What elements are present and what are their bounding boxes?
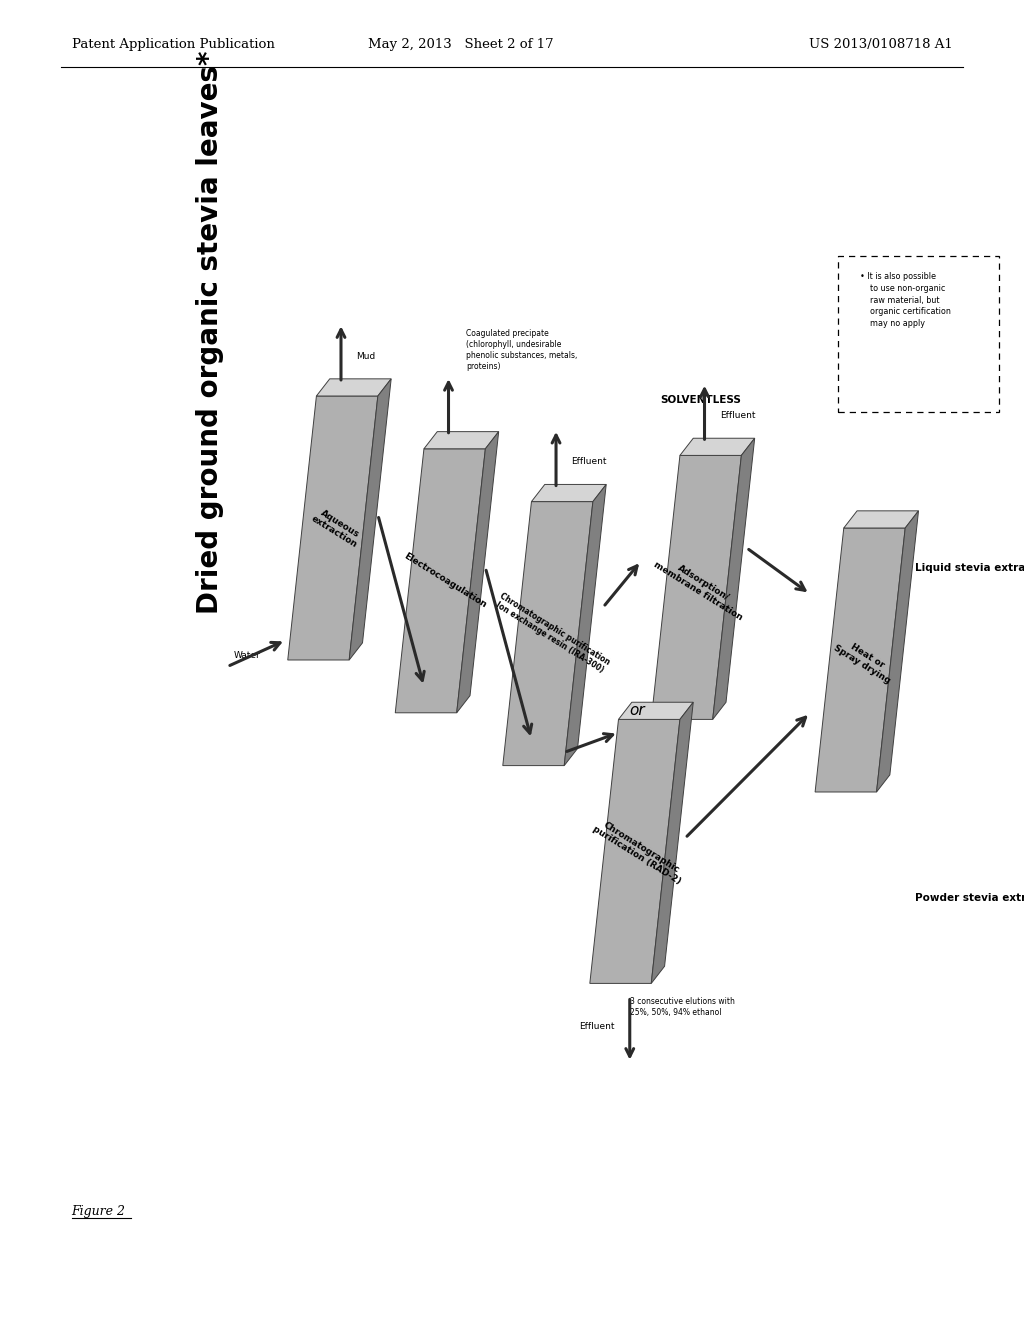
Text: Coagulated precipate
(chlorophyll, undesirable
phenolic substances, metals,
prot: Coagulated precipate (chlorophyll, undes… [466, 329, 578, 371]
Text: Heat or
Spray drying: Heat or Spray drying [831, 635, 897, 685]
Text: Water: Water [233, 651, 260, 660]
Text: Effluent: Effluent [720, 412, 756, 420]
Polygon shape [424, 432, 499, 449]
Text: Electrocoagulation: Electrocoagulation [401, 552, 487, 610]
Polygon shape [877, 511, 919, 792]
Text: Chromatographic
purification (RAD-2): Chromatographic purification (RAD-2) [591, 816, 687, 887]
Polygon shape [503, 502, 593, 766]
Polygon shape [618, 702, 693, 719]
Polygon shape [349, 379, 391, 660]
Text: Chromatographic purification
Ion exchange resin (IRA-300): Chromatographic purification Ion exchang… [493, 591, 611, 676]
Polygon shape [590, 719, 680, 983]
Text: Adsorption/
membrane filtration: Adsorption/ membrane filtration [652, 552, 750, 623]
Text: Patent Application Publication: Patent Application Publication [72, 38, 274, 51]
Polygon shape [651, 702, 693, 983]
Polygon shape [815, 528, 905, 792]
Text: US 2013/0108718 A1: US 2013/0108718 A1 [809, 38, 952, 51]
Text: Figure 2: Figure 2 [72, 1205, 126, 1218]
Polygon shape [316, 379, 391, 396]
Text: May 2, 2013   Sheet 2 of 17: May 2, 2013 Sheet 2 of 17 [368, 38, 554, 51]
Text: Mud: Mud [356, 352, 376, 360]
Polygon shape [395, 449, 485, 713]
Polygon shape [564, 484, 606, 766]
Polygon shape [531, 484, 606, 502]
Polygon shape [288, 396, 378, 660]
Text: Effluent: Effluent [579, 1023, 614, 1031]
Text: SOLVENTLESS: SOLVENTLESS [660, 395, 741, 405]
FancyBboxPatch shape [838, 256, 999, 412]
Text: or: or [629, 702, 645, 718]
Text: Dried ground organic stevia leaves*: Dried ground organic stevia leaves* [196, 50, 224, 614]
Polygon shape [713, 438, 755, 719]
Polygon shape [844, 511, 919, 528]
Text: 3 consecutive elutions with
25%, 50%, 94% ethanol: 3 consecutive elutions with 25%, 50%, 94… [630, 997, 734, 1016]
Text: • It is also possible
    to use non-organic
    raw material, but
    organic c: • It is also possible to use non-organic… [860, 272, 951, 329]
Polygon shape [457, 432, 499, 713]
Polygon shape [651, 455, 741, 719]
Text: Effluent: Effluent [571, 458, 607, 466]
Polygon shape [680, 438, 755, 455]
Text: Aqueous
extraction: Aqueous extraction [310, 506, 365, 550]
Text: Liquid stevia extract with ≥ 95% steviol glycosides: Liquid stevia extract with ≥ 95% steviol… [915, 562, 1024, 573]
Text: Powder stevia extract with ≥ 95% steviol glycosides: Powder stevia extract with ≥ 95% steviol… [915, 892, 1024, 903]
